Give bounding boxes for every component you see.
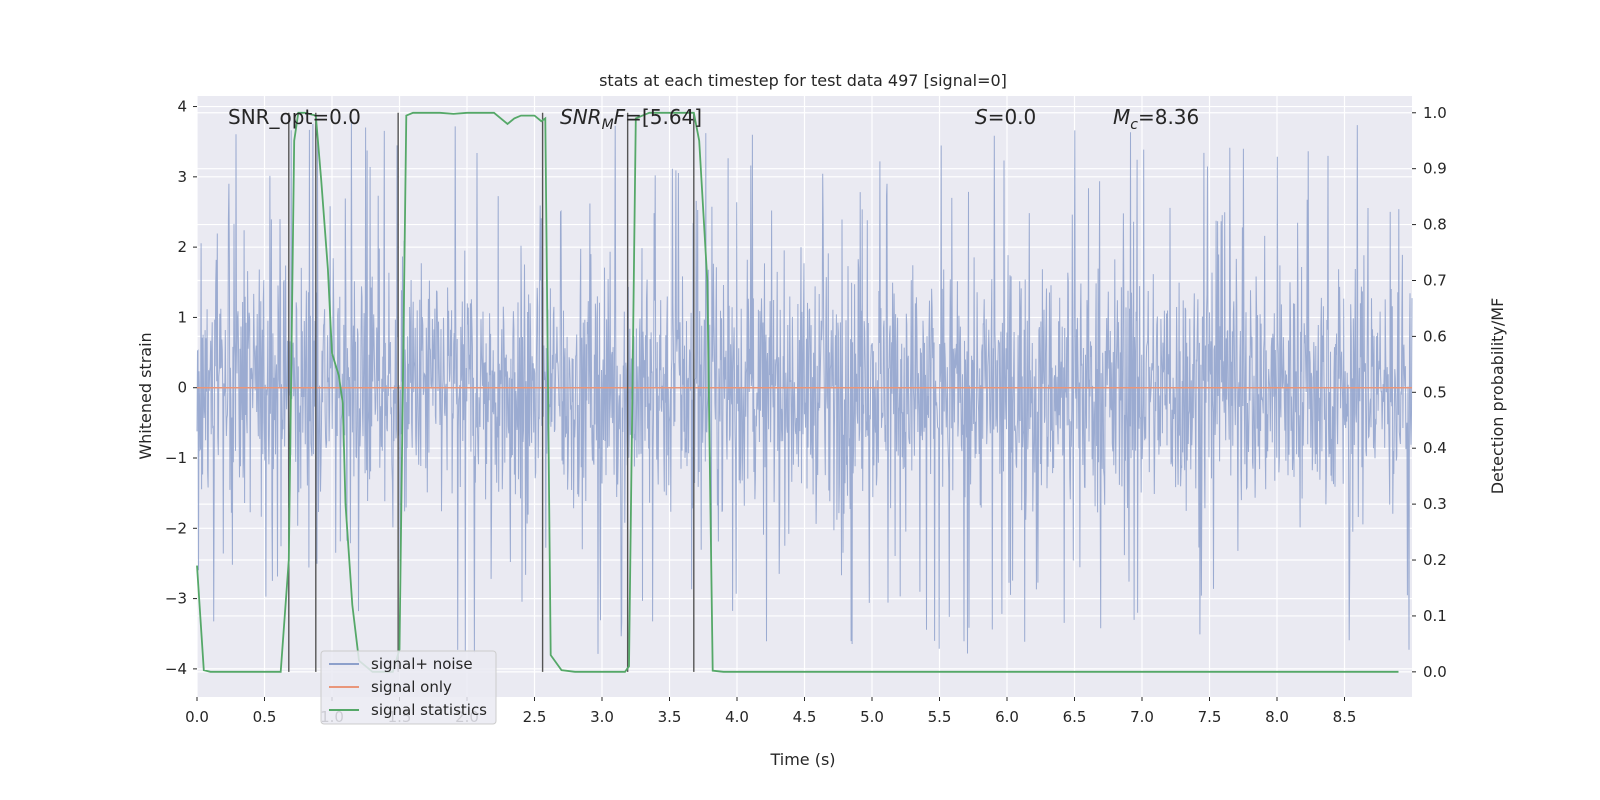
y-tick-label: 3 [177, 168, 187, 186]
signal-statistics-line [196, 111, 1399, 673]
y2-axis-label: Detection probability/MF [1488, 298, 1507, 495]
annotation-snr-mf: SNRMF=[5.64] [560, 105, 702, 133]
x-tick-label: 4.0 [725, 708, 749, 726]
y-tick-label: 0 [177, 379, 187, 397]
y-tick-label: −1 [165, 449, 187, 467]
y2-axis-ticks: 1.0 0.9 0.8 0.7 0.6 0.5 0.4 0.3 0.2 0.1 0.0 [1412, 104, 1447, 681]
annotation-snr-opt: SNR_opt=0.0 [228, 105, 361, 129]
y2-tick-label: 0.9 [1423, 160, 1447, 178]
y2-tick-label: 0.6 [1423, 327, 1447, 345]
legend-label-signal-noise: signal+ noise [371, 655, 473, 673]
x-tick-label: 0.5 [253, 708, 277, 726]
y2-tick-label: 0.0 [1423, 663, 1447, 681]
y-tick-label: −3 [165, 590, 187, 608]
y2-tick-label: 0.2 [1423, 551, 1447, 569]
legend-label-signal-only: signal only [371, 678, 452, 696]
signal-noise-line [196, 121, 1413, 654]
x-tick-label: 6.5 [1063, 708, 1087, 726]
y-tick-label: −4 [165, 660, 187, 678]
y2-tick-label: 0.4 [1423, 439, 1447, 457]
series-signal-noise [196, 121, 1413, 654]
legend-label-signal-statistics: signal statistics [371, 701, 487, 719]
x-tick-label: 8.5 [1333, 708, 1357, 726]
x-tick-label: 3.5 [658, 708, 682, 726]
y2-tick-label: 0.5 [1423, 383, 1447, 401]
y2-tick-label: 0.7 [1423, 271, 1447, 289]
y2-tick-label: 0.1 [1423, 607, 1447, 625]
annotation-s: S=0.0 [975, 105, 1036, 129]
x-tick-label: 0.0 [185, 708, 209, 726]
x-tick-label: 7.5 [1198, 708, 1222, 726]
chart-title: stats at each timestep for test data 497… [599, 71, 1007, 90]
x-tick-label: 4.5 [793, 708, 817, 726]
y-tick-label: 2 [177, 238, 187, 256]
x-tick-label: 5.0 [860, 708, 884, 726]
y2-tick-label: 0.3 [1423, 495, 1447, 513]
x-tick-label: 7.0 [1130, 708, 1154, 726]
x-tick-label: 5.5 [928, 708, 952, 726]
legend-box [320, 650, 497, 725]
trigger-vertical-lines [288, 112, 695, 672]
x-tick-label: 6.0 [995, 708, 1019, 726]
y-axis-label: Whitened strain [136, 332, 155, 459]
y-axis-ticks: 4 3 2 1 0 −1 −2 −3 −4 [165, 98, 197, 678]
y-tick-label: −2 [165, 519, 187, 537]
y2-tick-label: 0.8 [1423, 216, 1447, 234]
annotation-mc: Mc=8.36 [1113, 105, 1199, 133]
y2-tick-label: 1.0 [1423, 104, 1447, 122]
x-tick-label: 2.5 [523, 708, 547, 726]
x-tick-label: 8.0 [1265, 708, 1289, 726]
series-signal-statistics [196, 111, 1399, 673]
x-axis-label: Time (s) [769, 750, 835, 769]
x-tick-label: 3.0 [590, 708, 614, 726]
legend: signal+ noise signal only signal statist… [320, 650, 497, 725]
y-tick-label: 4 [177, 98, 187, 116]
y-tick-label: 1 [177, 308, 187, 326]
